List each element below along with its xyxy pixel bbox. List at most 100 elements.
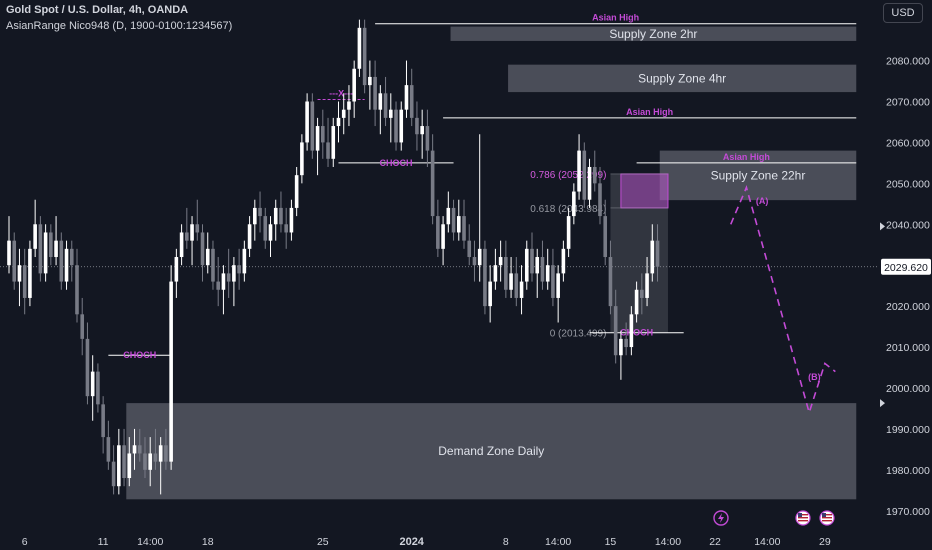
candle[interactable] <box>200 224 205 282</box>
candle[interactable] <box>561 240 566 282</box>
candle[interactable] <box>232 257 236 307</box>
candle[interactable] <box>498 240 503 282</box>
candle[interactable] <box>143 437 147 479</box>
candle[interactable] <box>456 199 461 241</box>
candle[interactable] <box>504 240 508 298</box>
candle[interactable] <box>613 289 618 364</box>
candle[interactable] <box>404 60 409 118</box>
candle[interactable] <box>148 437 153 487</box>
candle[interactable] <box>96 363 100 413</box>
fib-golden-zone[interactable] <box>620 173 669 209</box>
candle[interactable] <box>650 224 655 282</box>
candle[interactable] <box>535 248 540 298</box>
candle[interactable] <box>645 257 649 307</box>
candle[interactable] <box>12 232 17 290</box>
candle[interactable] <box>331 117 336 167</box>
candle[interactable] <box>472 240 477 282</box>
candle[interactable] <box>59 232 64 290</box>
candle[interactable] <box>85 322 90 405</box>
candle[interactable] <box>551 248 555 307</box>
axis-arrow-icon[interactable] <box>880 222 885 231</box>
candle[interactable] <box>336 101 341 143</box>
candle[interactable] <box>101 396 105 454</box>
candle[interactable] <box>430 134 435 225</box>
candle[interactable] <box>179 224 184 266</box>
candle[interactable] <box>127 437 132 487</box>
candle[interactable] <box>22 248 27 315</box>
candle[interactable] <box>221 265 226 315</box>
candle[interactable] <box>315 117 320 176</box>
candle[interactable] <box>394 101 398 151</box>
candle[interactable] <box>388 93 393 143</box>
candle[interactable] <box>326 117 330 167</box>
candle[interactable] <box>373 60 377 127</box>
candle[interactable] <box>174 248 179 298</box>
candle[interactable] <box>247 216 252 258</box>
candle[interactable] <box>258 191 262 233</box>
candle[interactable] <box>253 199 257 241</box>
candle[interactable] <box>294 166 299 217</box>
candle[interactable] <box>164 428 168 470</box>
candle[interactable] <box>268 216 273 258</box>
price-axis[interactable] <box>878 0 932 550</box>
candle[interactable] <box>524 240 529 290</box>
candle[interactable] <box>446 191 451 233</box>
candle[interactable] <box>509 257 513 298</box>
candle[interactable] <box>598 166 602 225</box>
candle[interactable] <box>169 265 173 470</box>
candle[interactable] <box>556 265 560 323</box>
candle[interactable] <box>352 60 356 118</box>
candle[interactable] <box>467 224 472 266</box>
axis-arrow-icon[interactable] <box>880 399 885 408</box>
candle[interactable] <box>378 85 383 135</box>
indicator-legend[interactable]: AsianRange Nico948 (D, 1900-0100:1234567… <box>6 20 233 32</box>
candle[interactable] <box>117 428 121 495</box>
candle[interactable] <box>305 93 309 151</box>
candle[interactable] <box>530 232 534 282</box>
candle[interactable] <box>483 240 487 315</box>
candle[interactable] <box>582 142 587 208</box>
candle[interactable] <box>190 216 194 266</box>
candle[interactable] <box>577 134 581 200</box>
candle[interactable] <box>185 207 189 249</box>
candle[interactable] <box>64 240 69 290</box>
candle[interactable] <box>273 199 278 241</box>
candle[interactable] <box>310 93 315 159</box>
candle[interactable] <box>603 199 608 266</box>
candle[interactable] <box>514 257 519 307</box>
candle[interactable] <box>655 224 660 282</box>
candle[interactable] <box>49 224 53 266</box>
candle[interactable] <box>436 199 440 258</box>
flag-event-icon[interactable] <box>795 510 811 526</box>
candle[interactable] <box>54 216 58 266</box>
candle[interactable] <box>242 240 247 282</box>
candle[interactable] <box>362 19 367 94</box>
candle[interactable] <box>289 199 294 241</box>
projection-path[interactable] <box>730 185 836 416</box>
candle[interactable] <box>205 232 210 274</box>
candle[interactable] <box>137 428 142 462</box>
candle[interactable] <box>279 191 283 233</box>
candle[interactable] <box>153 428 158 470</box>
candle[interactable] <box>284 207 288 249</box>
currency-button[interactable]: USD <box>883 3 923 23</box>
candle[interactable] <box>409 68 414 127</box>
candle[interactable] <box>80 297 85 356</box>
candle[interactable] <box>357 19 362 77</box>
candle[interactable] <box>7 216 11 274</box>
lightning-event-icon[interactable] <box>713 510 729 526</box>
candle[interactable] <box>608 240 613 315</box>
candle[interactable] <box>132 428 137 470</box>
time-axis[interactable] <box>0 530 878 550</box>
candle[interactable] <box>226 248 231 298</box>
candle[interactable] <box>493 248 498 290</box>
candle[interactable] <box>462 199 466 249</box>
candle[interactable] <box>158 437 163 495</box>
candle[interactable] <box>488 265 492 323</box>
candle[interactable] <box>43 224 48 282</box>
candle[interactable] <box>211 240 215 290</box>
candle[interactable] <box>33 199 37 258</box>
candle[interactable] <box>237 248 241 290</box>
candle[interactable] <box>587 158 592 208</box>
